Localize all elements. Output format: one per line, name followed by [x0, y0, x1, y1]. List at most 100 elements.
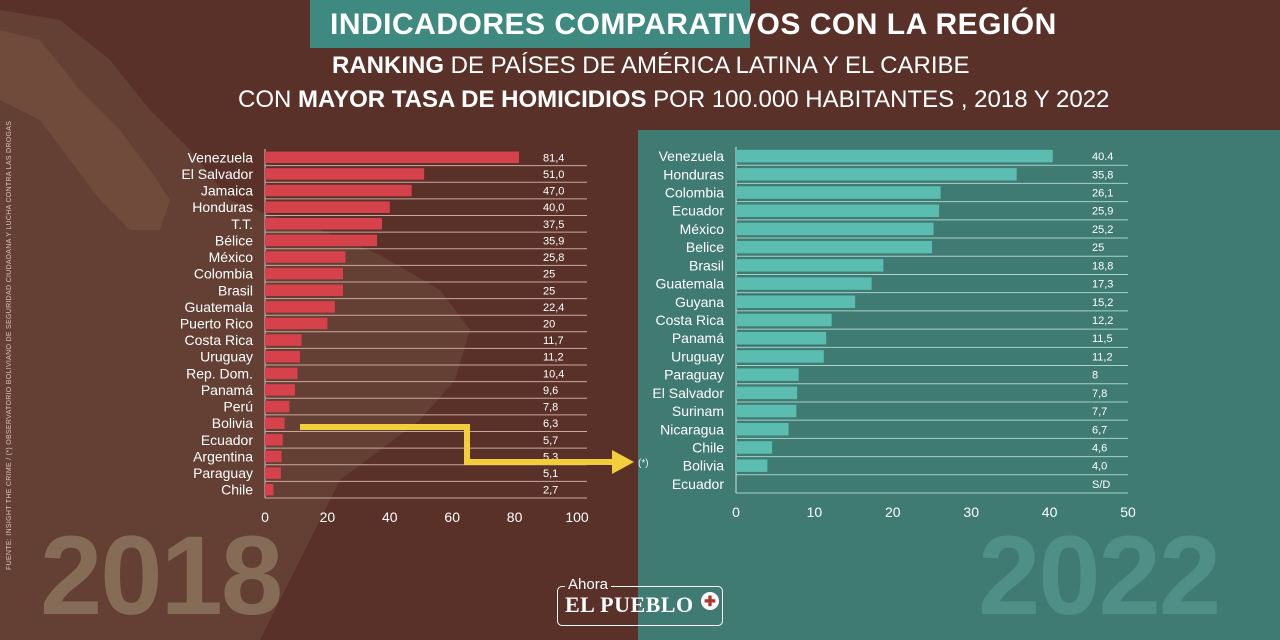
bar — [265, 450, 282, 463]
value-label: 4,0 — [1092, 461, 1107, 473]
value-label: 6,3 — [543, 418, 558, 430]
category-label: El Salvador — [181, 166, 253, 182]
category-label: Bélice — [215, 232, 253, 248]
category-label: Costa Rica — [656, 312, 725, 328]
x-tick-label: 80 — [507, 509, 523, 525]
bar — [736, 222, 934, 236]
logo-main-text: EL PUEBLO — [565, 592, 694, 617]
category-label: Venezuela — [188, 149, 254, 165]
value-label: 11,2 — [1092, 351, 1113, 363]
category-label: Jamaica — [201, 183, 253, 199]
category-label: Surinam — [672, 403, 724, 419]
category-label: México — [680, 221, 725, 237]
x-tick-label: 100 — [565, 509, 589, 525]
bar — [736, 186, 941, 199]
subtitle-line-2-rest: POR 100.000 HABITANTES , 2018 Y 2022 — [646, 86, 1110, 113]
bar — [736, 259, 884, 272]
x-tick-label: 0 — [261, 509, 269, 525]
logo-frame — [557, 586, 723, 626]
bar — [265, 434, 283, 446]
category-label: Chile — [221, 482, 253, 498]
bar — [265, 218, 382, 230]
value-label: 2,7 — [543, 485, 558, 497]
value-label: 5,7 — [543, 435, 558, 447]
value-label: 7,7 — [1092, 406, 1107, 418]
bar — [265, 384, 295, 396]
bar — [265, 201, 390, 213]
x-tick-label: 20 — [885, 504, 901, 520]
category-label: El Salvador — [652, 385, 724, 401]
category-label: Bolivia — [683, 458, 724, 474]
category-label: Argentina — [193, 448, 253, 464]
value-label: 17,3 — [1092, 279, 1113, 291]
value-label: 25 — [543, 285, 555, 297]
value-label: 81,4 — [543, 152, 564, 164]
bar — [265, 151, 519, 164]
category-label: Bolivia — [212, 415, 253, 431]
x-tick-label: 10 — [807, 504, 823, 520]
value-label: 8 — [1092, 370, 1098, 382]
cross-icon: ✚ — [701, 592, 719, 610]
bar — [265, 400, 290, 413]
category-label: Costa Rica — [185, 332, 254, 348]
category-label: Belice — [686, 239, 724, 255]
title-part-a: INDICADORES COMPARATIVOS — [330, 8, 801, 41]
title-highlight — [310, 0, 750, 48]
category-label: Guyana — [675, 294, 724, 310]
header: INDICADORES COMPARATIVOS CON LA REGIÓN R… — [0, 0, 1280, 130]
x-tick-label: 60 — [444, 509, 460, 525]
bar — [736, 168, 1017, 181]
category-label: Nicaragua — [660, 421, 724, 437]
bar — [736, 386, 798, 400]
category-label: T.T. — [231, 216, 253, 232]
x-tick-label: 40 — [382, 509, 398, 525]
page-title: INDICADORES COMPARATIVOS CON LA REGIÓN — [330, 8, 1057, 42]
chart-2022: Venezuela 40.4 Honduras 35,8 Colombia 26,1 Ecu… — [652, 147, 1136, 520]
bar — [265, 334, 302, 346]
value-label: 10,4 — [543, 368, 564, 380]
category-label: Honduras — [663, 166, 724, 182]
value-label: 4,6 — [1092, 442, 1107, 454]
category-label: Venezuela — [659, 148, 725, 164]
category-label: Colombia — [665, 185, 724, 201]
brand-logo: Ahora EL PUEBLO ✚ — [557, 576, 723, 626]
logo-small-text: Ahora — [565, 576, 612, 593]
category-label: Guatemala — [656, 276, 725, 292]
value-label: 37,5 — [543, 219, 564, 231]
bar — [736, 149, 1053, 163]
value-label: 20 — [543, 319, 555, 331]
subtitle-line-1-rest: DE PAÍSES DE AMÉRICA LATINA Y EL CARIBE — [444, 52, 970, 79]
category-label: Rep. Dom. — [186, 365, 253, 381]
value-label: 35,8 — [1092, 169, 1113, 181]
category-label: Paraguay — [664, 367, 724, 383]
value-label: 22,4 — [543, 302, 564, 314]
subtitle-line-1: RANKING DE PAÍSES DE AMÉRICA LATINA Y EL… — [332, 52, 970, 80]
x-tick-label: 30 — [963, 504, 979, 520]
x-tick-label: 50 — [1120, 504, 1136, 520]
value-label: 40.4 — [1092, 151, 1113, 163]
subtitle-ranking: RANKING — [332, 52, 444, 79]
bar — [736, 350, 824, 363]
category-label: Uruguay — [200, 349, 253, 365]
value-label: 26,1 — [1092, 188, 1113, 200]
category-label: Perú — [223, 399, 253, 415]
bar — [736, 295, 856, 309]
bar — [265, 367, 298, 380]
chart-2018: Venezuela 81,4 El Salvador 51,0 Jamaica 47,0 H… — [180, 149, 589, 525]
value-label: S/D — [1092, 479, 1110, 491]
value-label: 6,7 — [1092, 424, 1107, 436]
year-2022-label: 2022 — [978, 513, 1221, 638]
bar — [265, 301, 335, 313]
value-label: 51,0 — [543, 169, 564, 181]
bar — [736, 277, 872, 290]
category-label: Brasil — [689, 257, 724, 273]
value-label: 11,7 — [543, 335, 564, 347]
bar — [265, 267, 343, 280]
subtitle-line-2-start: CON — [238, 86, 298, 113]
x-tick-label: 20 — [320, 509, 336, 525]
category-label: Chile — [692, 439, 724, 455]
value-label: 7,8 — [543, 402, 558, 414]
bar — [736, 204, 940, 217]
value-label: 11,5 — [1092, 333, 1113, 345]
category-label: Colombia — [194, 266, 253, 282]
